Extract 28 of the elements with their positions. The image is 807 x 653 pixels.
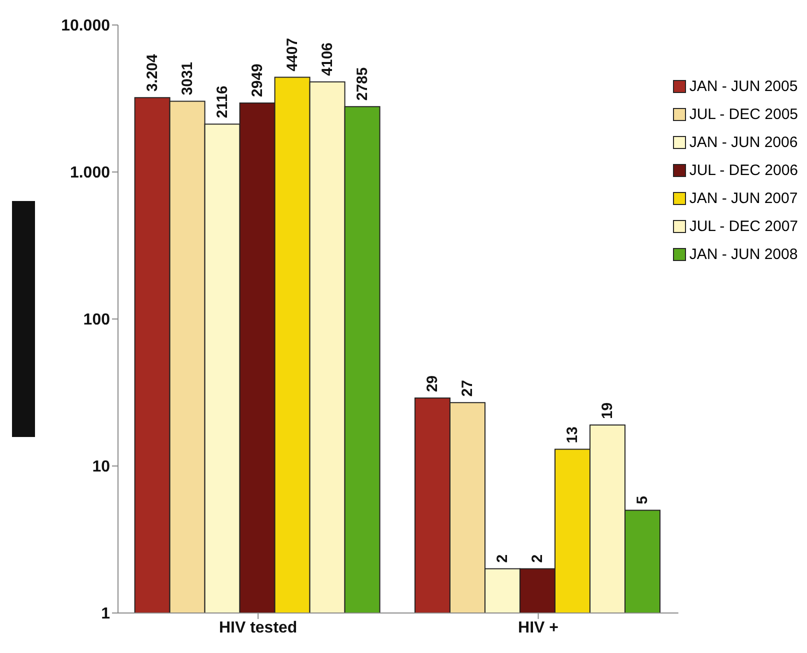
- x-tick-label: HIV +: [518, 619, 558, 636]
- x-tick-label: HIV tested: [218, 619, 298, 636]
- y-tick-label: 100: [83, 312, 110, 329]
- data-label: 2785: [354, 67, 371, 101]
- data-label: 5: [634, 496, 651, 504]
- data-label: 19: [598, 402, 616, 420]
- legend-label: JUL - DEC 2005: [689, 106, 798, 123]
- data-label: 2: [494, 554, 511, 563]
- y-tick-label: 10.000: [61, 18, 110, 35]
- y-tick-label: 1: [101, 606, 110, 623]
- data-label: 4407: [284, 38, 301, 72]
- data-label: 27: [458, 380, 476, 397]
- data-label: 3031: [178, 62, 196, 96]
- legend-label: JAN - JUN 2007: [689, 190, 798, 207]
- data-label: 29: [424, 375, 441, 392]
- data-label: 4106: [318, 42, 336, 76]
- y-tick-label: 1.000: [70, 164, 110, 182]
- legend-label: JUL - DEC 2007: [689, 218, 798, 235]
- data-label: 2: [528, 554, 546, 563]
- data-label: 2116: [214, 86, 231, 118]
- legend-label: JAN - JUN 2005: [689, 78, 798, 95]
- data-label: 13: [564, 426, 581, 444]
- data-label: 2949: [248, 64, 266, 97]
- legend-label: JAN - JUN 2008: [689, 246, 798, 263]
- legend-label: JUL - DEC 2006: [689, 162, 798, 179]
- y-tick-label: 10: [92, 458, 110, 476]
- data-label: 3.204: [144, 53, 161, 92]
- legend-label: JAN - JUN 2006: [689, 134, 798, 151]
